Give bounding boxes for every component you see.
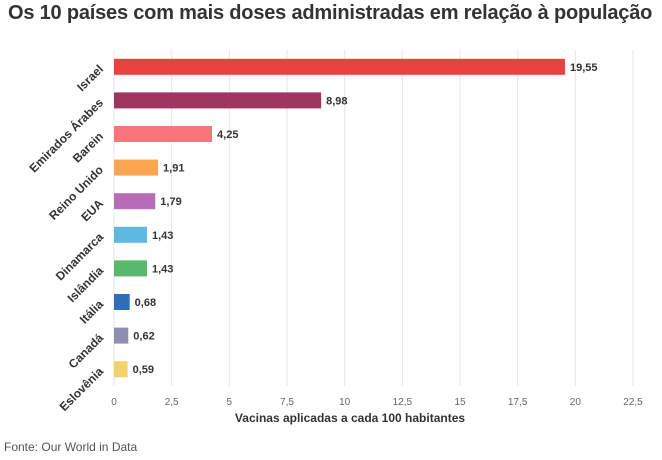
bar xyxy=(114,361,128,378)
data-label: 8,98 xyxy=(326,95,347,107)
source-note: Fonte: Our World in Data xyxy=(4,440,138,454)
data-label: 1,91 xyxy=(163,163,184,175)
data-label: 0,68 xyxy=(135,297,156,309)
bar xyxy=(114,126,213,142)
x-tick-label: 17,5 xyxy=(508,397,528,408)
bar xyxy=(114,58,565,75)
x-tick-label: 5 xyxy=(227,397,233,408)
data-label: 1,43 xyxy=(152,230,173,242)
data-label: 19,55 xyxy=(570,62,598,74)
x-tick-label: 20 xyxy=(570,397,582,408)
data-label: 1,79 xyxy=(160,196,181,208)
x-tick-label: 12,5 xyxy=(393,397,413,408)
bar xyxy=(114,294,130,310)
bar xyxy=(114,193,156,210)
chart-title: Os 10 países com mais doses administrada… xyxy=(8,2,653,24)
y-tick-label: Israel xyxy=(74,62,106,94)
x-axis-tick-labels: 0 2,5 5 7,5 10 12,5 15 17,5 20 22,5 xyxy=(111,397,643,408)
y-tick-label: EUA xyxy=(78,196,106,224)
x-tick-label: 0 xyxy=(111,397,117,408)
bars: 19,55 8,98 4,25 1,91 1,79 1,43 1,43 0,68 0,62 0,5… xyxy=(114,58,598,378)
y-tick-label: Eslovênia xyxy=(57,364,107,414)
x-tick-label: 7,5 xyxy=(280,397,294,408)
data-label: 4,25 xyxy=(217,129,238,141)
data-label: 0,59 xyxy=(133,364,154,376)
bar xyxy=(114,260,147,277)
x-tick-label: 15 xyxy=(454,397,466,408)
x-tick-label: 22,5 xyxy=(623,397,643,408)
bar xyxy=(114,226,147,243)
bar xyxy=(114,92,322,109)
data-label: 1,43 xyxy=(152,263,173,275)
y-tick-label: Itália xyxy=(77,297,106,326)
x-axis-label: Vacinas aplicadas a cada 100 habitantes xyxy=(235,411,465,425)
bar xyxy=(114,327,129,344)
x-tick-label: 2,5 xyxy=(165,397,179,408)
grid-lines xyxy=(113,50,634,386)
bar xyxy=(114,159,159,176)
data-label: 0,62 xyxy=(133,331,154,343)
x-tick-label: 10 xyxy=(339,397,351,408)
y-tick-label: Canadá xyxy=(66,331,107,372)
bar-chart: 19,55 8,98 4,25 1,91 1,79 1,43 1,43 0,68 0,62 0,5… xyxy=(26,50,643,425)
